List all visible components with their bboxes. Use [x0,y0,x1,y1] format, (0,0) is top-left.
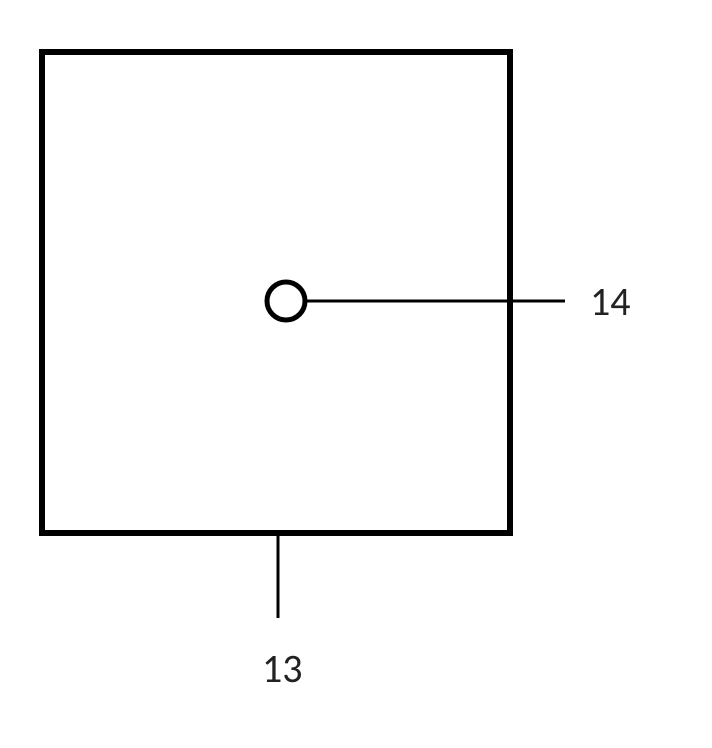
callout-label-13: 13 [262,644,303,693]
technical-diagram: 14 13 [0,0,712,748]
outer-square [42,52,510,533]
callout-label-14: 14 [590,277,631,326]
center-circle [267,282,305,320]
